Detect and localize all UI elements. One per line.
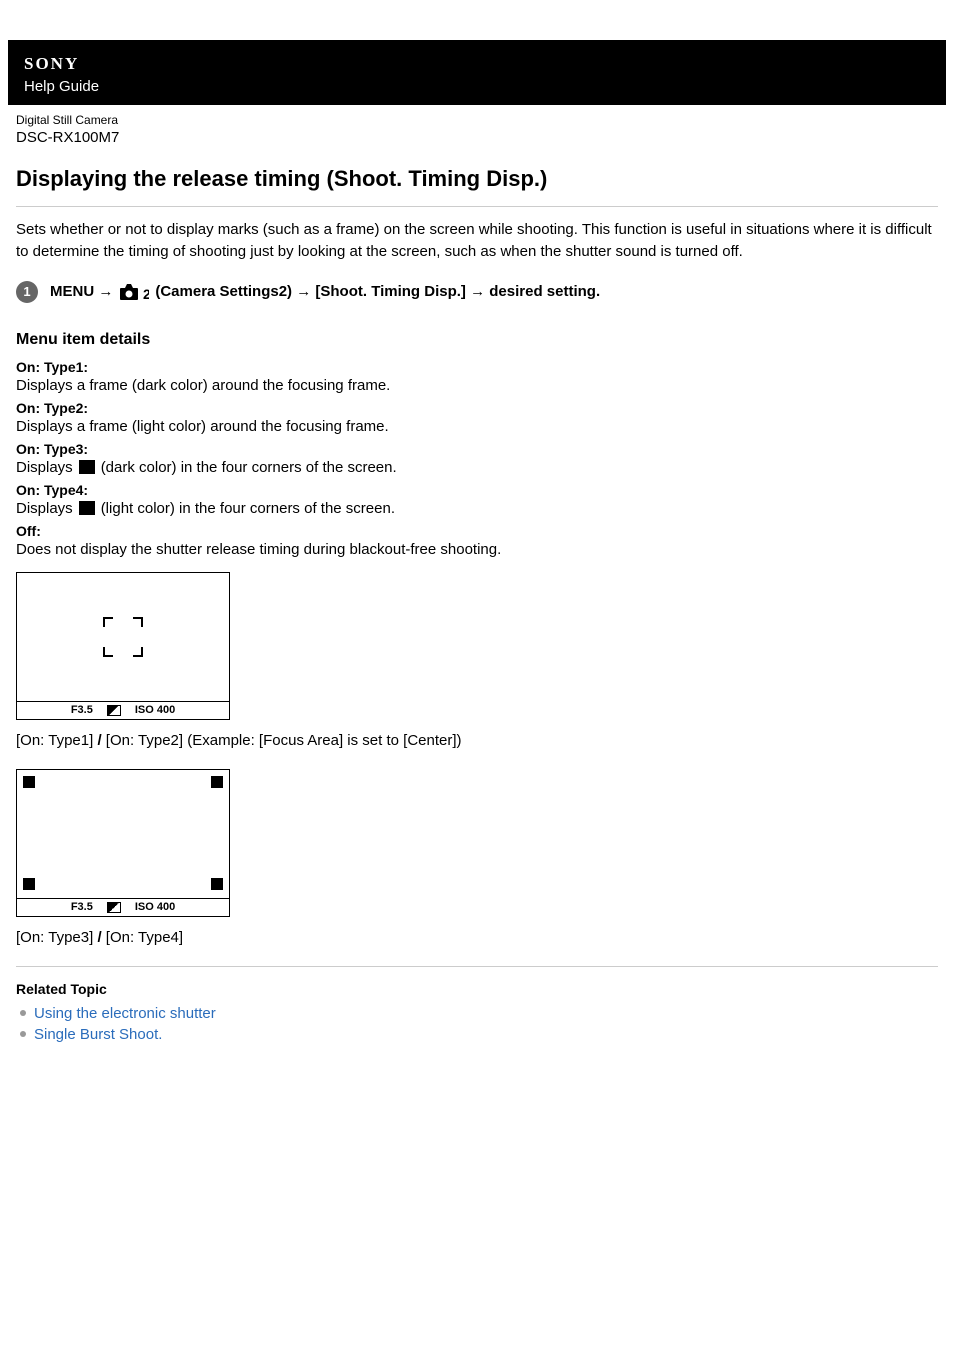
product-model: DSC-RX100M7 — [16, 129, 946, 146]
exposure-icon — [107, 705, 121, 716]
exposure-icon — [107, 902, 121, 913]
step-instruction: MENU → 2 (Camera Settings2) → [Shoot. Ti… — [50, 282, 600, 302]
page-title: Displaying the release timing (Shoot. Ti… — [16, 166, 938, 192]
related-topic-heading: Related Topic — [16, 981, 938, 997]
item-desc-pre: Displays — [16, 500, 73, 517]
item-title: Off: — [16, 523, 938, 539]
item-desc-post: (dark color) in the four corners of the … — [101, 459, 397, 476]
list-item: Single Burst Shoot. — [20, 1026, 938, 1043]
menu-item-details-heading: Menu item details — [16, 331, 938, 349]
caption-1: [On: Type1] / [On: Type2] (Example: [Foc… — [16, 732, 938, 749]
diagram-type1-type2: F3.5 ISO 400 — [16, 572, 230, 720]
caption-part-b: [On: Type4] — [106, 929, 183, 946]
item-desc: Displays a frame (light color) around th… — [16, 418, 938, 435]
caption-slash: / — [93, 929, 106, 946]
item-title: On: Type1: — [16, 359, 938, 375]
item-desc: Displays (dark color) in the four corner… — [16, 459, 938, 476]
f-number: F3.5 — [71, 704, 93, 716]
corner-square-icon — [211, 776, 223, 788]
camera-settings2-icon: 2 — [119, 282, 149, 302]
intro-text: Sets whether or not to display marks (su… — [16, 219, 938, 263]
f-number: F3.5 — [71, 901, 93, 913]
step-mid: (Camera Settings2) → [Shoot. Timing Disp… — [155, 283, 600, 300]
caption-part-a: [On: Type3] — [16, 929, 93, 946]
iso-value: ISO 400 — [135, 704, 175, 716]
divider — [16, 206, 938, 207]
corner-square-icon — [23, 878, 35, 890]
item-type4: On: Type4: Displays (light color) in the… — [16, 482, 938, 517]
item-off: Off: Does not display the shutter releas… — [16, 523, 938, 558]
diagram-type3-type4: F3.5 ISO 400 — [16, 769, 230, 917]
brand-logo: SONY — [24, 54, 930, 74]
center-focus-frame — [103, 617, 143, 657]
item-desc-post: (light color) in the four corners of the… — [101, 500, 395, 517]
item-type2: On: Type2: Displays a frame (light color… — [16, 400, 938, 435]
corner-square-icon — [211, 878, 223, 890]
square-icon — [79, 460, 95, 474]
iso-value: ISO 400 — [135, 901, 175, 913]
caption-2: [On: Type3] / [On: Type4] — [16, 929, 938, 946]
item-title: On: Type2: — [16, 400, 938, 416]
item-type3: On: Type3: Displays (dark color) in the … — [16, 441, 938, 476]
item-type1: On: Type1: Displays a frame (dark color)… — [16, 359, 938, 394]
step-row: 1 MENU → 2 (Camera Settings2) → [Shoot. … — [16, 281, 938, 303]
svg-text:2: 2 — [143, 286, 149, 302]
item-desc-pre: Displays — [16, 459, 73, 476]
caption-slash: / — [93, 732, 106, 749]
step-number-badge: 1 — [16, 281, 38, 303]
caption-part-a: [On: Type1] — [16, 732, 93, 749]
item-desc: Displays a frame (dark color) around the… — [16, 377, 938, 394]
square-icon — [79, 501, 95, 515]
help-guide-label: Help Guide — [24, 78, 930, 95]
diagram-status-bar: F3.5 ISO 400 — [17, 701, 229, 719]
related-link-single-burst[interactable]: Single Burst Shoot. — [34, 1026, 162, 1043]
caption-part-b: [On: Type2] (Example: [Focus Area] is se… — [106, 732, 462, 749]
related-topic-list: Using the electronic shutter Single Burs… — [16, 1005, 938, 1043]
item-title: On: Type3: — [16, 441, 938, 457]
divider — [16, 966, 938, 967]
header-bar: SONY Help Guide — [8, 40, 946, 105]
product-category: Digital Still Camera — [16, 113, 946, 127]
corner-square-icon — [23, 776, 35, 788]
item-title: On: Type4: — [16, 482, 938, 498]
diagram-status-bar: F3.5 ISO 400 — [17, 898, 229, 916]
item-desc: Does not display the shutter release tim… — [16, 541, 938, 558]
related-link-electronic-shutter[interactable]: Using the electronic shutter — [34, 1005, 216, 1022]
item-desc: Displays (light color) in the four corne… — [16, 500, 938, 517]
step-pre: MENU → — [50, 283, 113, 300]
list-item: Using the electronic shutter — [20, 1005, 938, 1022]
